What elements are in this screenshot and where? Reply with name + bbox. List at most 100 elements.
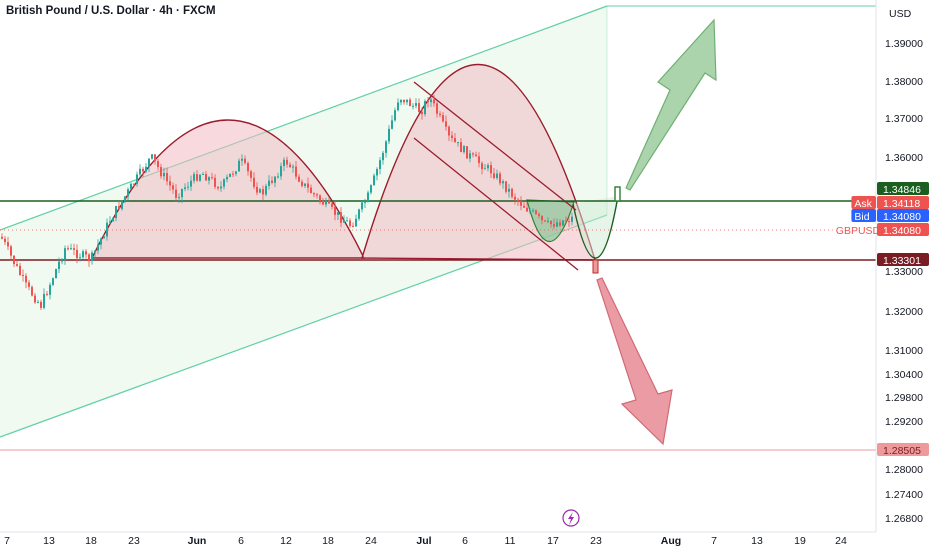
cup-pattern[interactable] bbox=[526, 199, 575, 243]
time-tick-label: 13 bbox=[43, 535, 55, 547]
arrow-up-green[interactable] bbox=[625, 18, 717, 191]
candle bbox=[16, 260, 18, 267]
candle bbox=[481, 161, 483, 175]
candle bbox=[211, 172, 213, 180]
candle bbox=[349, 218, 351, 228]
candle bbox=[64, 245, 66, 265]
candle bbox=[451, 131, 453, 142]
candle bbox=[487, 163, 489, 172]
candle bbox=[325, 197, 327, 208]
candle bbox=[511, 187, 513, 199]
candle bbox=[382, 150, 384, 165]
time-tick-label: 7 bbox=[4, 535, 10, 547]
candle bbox=[463, 145, 465, 154]
candle bbox=[76, 244, 78, 264]
candle bbox=[448, 125, 450, 142]
time-tick-label: 24 bbox=[835, 535, 847, 547]
candle bbox=[205, 170, 207, 181]
candle bbox=[88, 252, 90, 267]
candle bbox=[229, 173, 231, 178]
time-tick-label: Aug bbox=[661, 535, 681, 547]
candle bbox=[244, 155, 246, 165]
candle bbox=[544, 219, 546, 223]
price-tag-level-support[interactable]: 1.33301 bbox=[877, 253, 929, 267]
candle bbox=[22, 269, 24, 282]
channel-upper-line[interactable] bbox=[0, 5, 608, 231]
candle bbox=[364, 198, 366, 209]
candle bbox=[61, 257, 63, 265]
price-tick-label: 1.29800 bbox=[885, 392, 923, 404]
price-tag-value: 1.33301 bbox=[883, 255, 921, 267]
candle bbox=[280, 162, 282, 180]
candle bbox=[28, 279, 30, 291]
candle bbox=[457, 142, 459, 147]
candle bbox=[436, 101, 438, 118]
arrow-down-red[interactable] bbox=[596, 277, 673, 446]
candle bbox=[277, 172, 279, 179]
price-tag-value: 1.34846 bbox=[883, 184, 921, 196]
candle bbox=[478, 152, 480, 168]
time-tick-label: 23 bbox=[590, 535, 602, 547]
candle bbox=[427, 96, 429, 108]
candle bbox=[517, 197, 519, 207]
candle bbox=[415, 98, 417, 109]
candle bbox=[91, 250, 93, 265]
price-tag-bid[interactable]: 1.34080 Bid bbox=[851, 209, 929, 223]
price-axis[interactable]: 1.39000 1.38000 1.37000 1.36000 1.33000 1.320… bbox=[885, 38, 923, 525]
candle bbox=[538, 212, 540, 219]
candle bbox=[193, 171, 195, 184]
price-tick-label: 1.38000 bbox=[885, 76, 923, 88]
candle bbox=[331, 201, 333, 210]
time-tick-label: 23 bbox=[128, 535, 140, 547]
currency-label[interactable]: USD bbox=[889, 8, 912, 20]
candle bbox=[532, 208, 534, 213]
price-tag-ask[interactable]: 1.34118 Ask bbox=[851, 196, 929, 210]
candle bbox=[13, 255, 15, 268]
candle bbox=[175, 184, 177, 202]
projection-down-bar bbox=[592, 259, 599, 274]
candle bbox=[112, 217, 114, 222]
candle bbox=[328, 196, 330, 205]
price-tags: 1.348461.34118Ask1.34080Bid1.34080GBPUSD… bbox=[832, 182, 929, 457]
chart-title: British Pound / U.S. Dollar · 4h · FXCM bbox=[6, 5, 216, 17]
candle bbox=[472, 151, 474, 158]
price-tag-level-target[interactable]: 1.28505 bbox=[877, 443, 929, 457]
candle bbox=[346, 216, 348, 222]
descending-channel-lower[interactable] bbox=[413, 137, 579, 271]
candle bbox=[445, 115, 447, 131]
time-axis[interactable]: 7 13 18 23 Jun 6 12 18 24 Jul 6 11 17 23 Aug 7 13 19 24 bbox=[0, 531, 876, 547]
candle bbox=[127, 187, 129, 202]
candle bbox=[85, 248, 87, 259]
time-tick-label: 13 bbox=[751, 535, 763, 547]
candle bbox=[250, 169, 252, 182]
candle bbox=[337, 212, 339, 220]
candle bbox=[10, 244, 12, 261]
candle bbox=[7, 236, 9, 250]
candle bbox=[391, 115, 393, 130]
candle bbox=[79, 253, 81, 262]
candle bbox=[394, 107, 396, 122]
candle bbox=[289, 162, 291, 168]
candle bbox=[388, 125, 390, 145]
candle bbox=[151, 153, 153, 160]
time-tick-label: Jul bbox=[416, 535, 431, 547]
candle bbox=[322, 197, 324, 206]
candle bbox=[67, 245, 69, 251]
price-tag-level-resistance[interactable]: 1.34846 bbox=[877, 182, 929, 196]
arc-pattern-left[interactable] bbox=[90, 119, 366, 259]
candle bbox=[241, 154, 243, 166]
candle bbox=[343, 215, 345, 223]
projection-arc[interactable] bbox=[572, 195, 619, 259]
candle bbox=[97, 239, 99, 255]
candle bbox=[526, 201, 528, 213]
price-tick-label: 1.32000 bbox=[885, 306, 923, 318]
candle bbox=[412, 103, 414, 110]
candle bbox=[145, 162, 147, 174]
candle bbox=[130, 182, 132, 190]
candle bbox=[40, 299, 42, 311]
candle bbox=[307, 177, 309, 193]
candle bbox=[238, 158, 240, 172]
descending-channel-upper[interactable] bbox=[413, 81, 577, 211]
